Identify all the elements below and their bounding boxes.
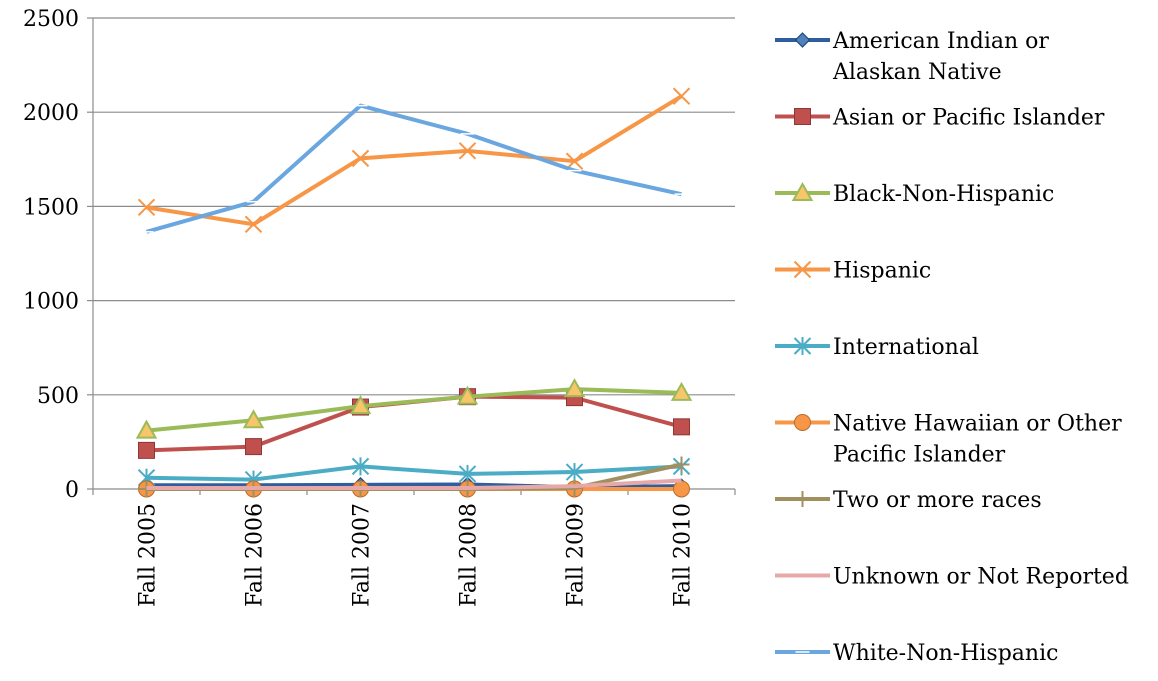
legend-marker-american-indian-or-alaskan-native [794, 32, 811, 48]
data-point-hispanic [458, 142, 477, 160]
data-point-asian-or-pacific-islander [673, 418, 690, 436]
data-point-hispanic [672, 87, 691, 105]
legend-label-two-or-more-races: Two or more races [833, 488, 1042, 513]
legend-marker-hispanic [793, 260, 812, 279]
series-line-international [146, 464, 682, 482]
legend-marker-black-non-hispanic [791, 181, 814, 201]
data-point-international [565, 463, 584, 482]
data-point-asian-or-pacific-islander [245, 438, 262, 456]
series-line-unknown-or-not-reported [146, 478, 682, 491]
data-point-hispanic [565, 152, 584, 170]
y-tick-label: 1500 [23, 195, 79, 220]
data-point-black-non-hispanic [349, 395, 372, 415]
x-tick-label: Fall 2005 [136, 503, 161, 607]
x-tick-label: Fall 2010 [671, 503, 696, 607]
legend-label-white-non-hispanic: White-Non-Hispanic [833, 641, 1058, 666]
y-tick-label: 2500 [23, 7, 79, 32]
legend-marker-asian-or-pacific-islander [794, 108, 811, 125]
data-point-international [458, 464, 477, 483]
legend-marker-native-hawaiian-or-other-pacific-islander [794, 414, 811, 431]
y-tick-label: 2000 [23, 101, 79, 126]
legend-label-international: International [833, 335, 979, 360]
series-line-black-non-hispanic [146, 387, 682, 433]
legend-label-asian-or-pacific-islander: Asian or Pacific Islander [832, 106, 1105, 131]
data-point-black-non-hispanic [242, 409, 265, 429]
series-line-hispanic [146, 94, 683, 227]
data-point-asian-or-pacific-islander [138, 441, 155, 459]
y-tick-label: 500 [37, 384, 79, 409]
legend-label-native-hawaiian-or-other-pacific-islander: Native Hawaiian or Other Pacific Islander [833, 412, 1122, 468]
data-point-international [351, 457, 370, 476]
x-tick-label: Fall 2007 [350, 503, 375, 607]
x-tick-label: Fall 2008 [457, 503, 482, 607]
x-tick-label: Fall 2006 [243, 503, 268, 607]
data-point-two-or-more-races [673, 456, 690, 473]
y-tick-label: 0 [65, 478, 79, 503]
data-point-hispanic [137, 198, 156, 217]
x-tick-label: Fall 2009 [564, 503, 589, 607]
legend-marker-two-or-more-races [794, 491, 811, 507]
y-tick-label: 1000 [23, 290, 79, 315]
legend-label-hispanic: Hispanic [833, 259, 931, 284]
data-point-black-non-hispanic [135, 419, 158, 439]
data-point-black-non-hispanic [563, 378, 586, 398]
legend-label-black-non-hispanic: Black-Non-Hispanic [833, 182, 1054, 207]
data-point-hispanic [351, 149, 370, 168]
legend-label-unknown-or-not-reported: Unknown or Not Reported [833, 565, 1129, 590]
legend-label-american-indian-or-alaskan-native: American Indian or Alaskan Native [832, 29, 1049, 85]
series-line-white-non-hispanic [145, 103, 682, 234]
data-point-black-non-hispanic [670, 381, 693, 401]
legend-marker-international [793, 337, 812, 355]
data-point-hispanic [244, 215, 263, 234]
data-point-black-non-hispanic [456, 385, 479, 405]
data-point-native-hawaiian-or-other-pacific-islander [673, 480, 690, 498]
